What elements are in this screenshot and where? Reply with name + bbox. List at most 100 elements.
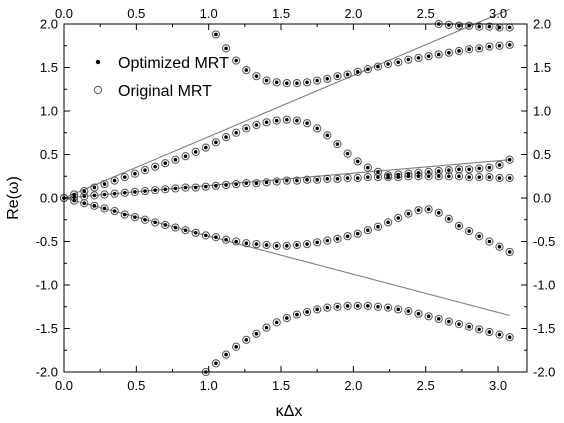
original-mrt-point [505, 173, 514, 183]
legend-marker-original [93, 85, 103, 95]
optimized-mrt-point [457, 49, 461, 53]
original-mrt-point [262, 118, 271, 127]
optimized-mrt-point [305, 310, 309, 314]
x-tick-label-top: 2.5 [417, 6, 435, 21]
x-tick-label-top: 2.0 [344, 6, 362, 21]
original-mrt-point [201, 182, 210, 191]
optimized-mrt-point [396, 307, 401, 312]
x-tick-label-top: 0.5 [127, 6, 145, 21]
original-mrt-point [211, 138, 221, 147]
original-mrt-point [313, 76, 322, 85]
original-mrt-point [424, 312, 433, 321]
optimized-mrt-point [285, 81, 289, 85]
x-tick-label-bottom: 1.5 [272, 378, 290, 393]
original-mrt-point [313, 124, 322, 133]
optimized-mrt-point [295, 243, 299, 247]
original-mrt-point [434, 208, 443, 217]
optimized-mrt-point [355, 159, 360, 164]
optimized-mrt-point [143, 168, 147, 172]
original-mrt-point [373, 222, 383, 231]
y-tick-label-right: 1.5 [533, 60, 551, 75]
original-mrt-point [343, 173, 352, 183]
x-tick-label-bottom: 2.5 [417, 378, 435, 393]
optimized-mrt-point [426, 170, 431, 174]
original-mrt-point [313, 175, 322, 184]
original-mrt-point [434, 314, 443, 324]
optimized-mrt-point [92, 185, 97, 190]
axis-ticks: 0.0 0.0 0.5 0.5 1.0 1.0 1.5 1.5 2.0 2.0 2.5 2.5 3.0 3… [36, 6, 556, 393]
optimized-mrt-point [467, 47, 471, 52]
original-mrt-point [404, 209, 413, 218]
optimized-mrt-point [497, 163, 502, 167]
original-mrt-point [343, 70, 352, 79]
optimized-mrt-point [325, 305, 330, 310]
optimized-mrt-point [396, 175, 401, 179]
optimized-mrt-point [133, 171, 137, 176]
original-mrt-point [505, 333, 514, 342]
optimized-mrt-point [416, 208, 421, 212]
optimized-mrt-point [315, 177, 320, 182]
optimized-mrt-point [406, 211, 411, 216]
legend: Optimized MRT Original MRT [93, 55, 229, 100]
optimized-mrt-point [153, 220, 157, 225]
original-mrt-point [272, 177, 281, 186]
optimized-mrt-point [244, 126, 249, 131]
original-mrt-point [171, 223, 180, 232]
legend-label-original: Original MRT [118, 83, 212, 100]
original-mrt-point [495, 41, 504, 50]
original-mrt-point [333, 234, 342, 243]
original-mrt-point [454, 46, 464, 56]
optimized-mrt-point [406, 174, 411, 179]
original-mrt-point [232, 56, 241, 65]
original-mrt-point [363, 173, 372, 182]
original-mrt-point [242, 239, 251, 248]
x-tick-label-top: 1.5 [272, 6, 290, 21]
y-tick-label-right: 0.5 [533, 147, 551, 162]
optimized-mrt-point [447, 217, 451, 221]
optimized-mrt-point [214, 361, 218, 366]
y-tick-label-left: -1.0 [36, 278, 58, 293]
plot-frame [63, 23, 528, 373]
optimized-mrt-point [193, 231, 198, 235]
optimized-mrt-point [457, 23, 461, 28]
optimized-mrt-point [345, 72, 350, 77]
original-mrt-point [191, 147, 200, 156]
y-tick-label-left: 1.5 [40, 60, 58, 75]
optimized-mrt-point [72, 192, 76, 197]
original-mrt-point [475, 173, 484, 182]
original-mrt-point [171, 184, 180, 193]
optimized-mrt-point [133, 215, 137, 219]
optimized-mrt-point [305, 121, 309, 125]
original-mrt-point [151, 218, 160, 227]
original-mrt-point [485, 22, 494, 31]
original-mrt-point [353, 229, 362, 238]
optimized-mrt-point [244, 338, 249, 342]
original-mrt-point [201, 143, 210, 152]
original-mrt-point [292, 176, 302, 185]
original-mrt-point [444, 317, 453, 326]
optimized-mrt-point [285, 117, 289, 122]
optimized-mrt-point [477, 175, 482, 179]
original-mrt-point [465, 21, 474, 30]
original-mrt-point [353, 301, 362, 310]
original-mrt-point [414, 53, 423, 63]
original-mrt-point [485, 173, 494, 182]
original-mrt-point [313, 238, 322, 247]
x-tick-label-top: 3.0 [489, 6, 507, 21]
x-tick-label-top: 1.0 [200, 6, 218, 21]
original-mrt-point [475, 232, 484, 241]
original-mrt-point [434, 50, 443, 59]
y-tick-label-left: -0.5 [36, 234, 58, 249]
optimized-mrt-point [345, 151, 350, 156]
original-mrt-point [384, 59, 393, 69]
original-mrt-point [485, 42, 494, 51]
y-tick-label-right: -1.5 [533, 321, 555, 336]
original-mrt-point [323, 131, 332, 140]
optimized-mrt-point [487, 44, 492, 49]
original-mrt-point [444, 20, 453, 29]
optimized-mrt-point [173, 225, 178, 230]
legend-marker-optimized [95, 59, 101, 65]
optimized-mrt-point [285, 316, 289, 320]
optimized-mrt-point [325, 133, 330, 138]
original-mrt-point [181, 226, 190, 235]
